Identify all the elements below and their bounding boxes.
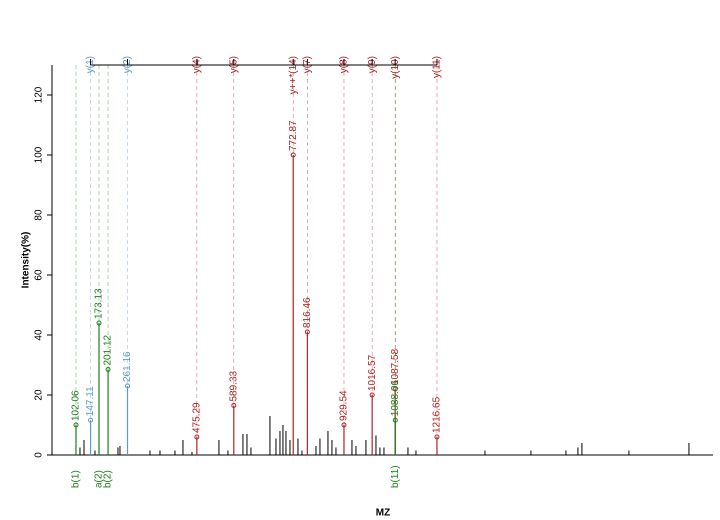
peak-marker xyxy=(96,320,102,326)
peak-marker xyxy=(290,152,296,158)
peak-marker xyxy=(434,434,440,440)
peak-label: 589.33 xyxy=(228,370,239,401)
peak-marker xyxy=(105,367,111,372)
peak-label: 173.13 xyxy=(94,288,105,319)
y-axis-label: Intensity(%) xyxy=(21,232,32,289)
peak-label: 816.46 xyxy=(302,297,313,328)
peak-marker xyxy=(341,422,347,428)
peak-marker xyxy=(73,422,79,428)
ion-label: b(11) xyxy=(390,465,401,488)
y-tick-label: 60 xyxy=(34,269,45,281)
y-tick-label: 100 xyxy=(34,146,45,163)
peak-marker xyxy=(392,417,398,423)
peak-label: 1216.65 xyxy=(432,396,443,433)
peak-marker xyxy=(304,329,310,335)
peak-label: 147.11 xyxy=(85,386,96,416)
ion-label: b(1) xyxy=(71,470,82,488)
peak-label: 201.12 xyxy=(103,334,114,365)
peak-marker xyxy=(231,403,237,408)
y-tick-label: 120 xyxy=(34,86,45,103)
y-tick-label: 0 xyxy=(34,452,45,458)
ion-label: b(2) xyxy=(103,470,114,488)
peak-label: 929.54 xyxy=(339,390,350,421)
peak-marker xyxy=(194,434,200,440)
peak-marker xyxy=(369,392,375,398)
peak-marker xyxy=(88,417,94,423)
peak-label: 102.06 xyxy=(71,390,82,421)
ion-label: y(11) xyxy=(432,56,443,78)
peak-label: 1088.06 xyxy=(390,380,401,417)
y-tick-label: 20 xyxy=(34,389,45,401)
ion-label: y++*(14) xyxy=(288,56,299,94)
peak-label: 261.16 xyxy=(122,351,133,382)
peak-label: 772.87 xyxy=(288,120,299,151)
y-tick-label: 80 xyxy=(34,209,45,221)
peak-label: 1016.57 xyxy=(367,354,378,391)
peak-marker xyxy=(125,383,131,389)
ion-label: a(2) xyxy=(94,470,105,488)
peak-label: 475.29 xyxy=(192,402,203,433)
x-axis-label: MZ xyxy=(376,508,390,519)
y-tick-label: 40 xyxy=(34,329,45,341)
